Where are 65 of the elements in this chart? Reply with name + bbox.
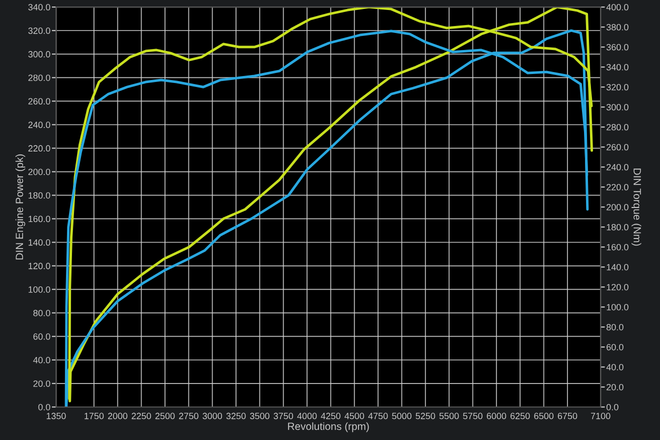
y2-tick-label: 220.0	[606, 184, 628, 190]
x-tick-label: 7100	[591, 412, 610, 420]
x-tick-label: 3000	[202, 412, 222, 420]
x-tick-label: 6250	[510, 412, 530, 420]
y-tick-label: 160.0	[28, 216, 50, 222]
y-tick-label: 300.0	[28, 51, 50, 58]
x-tick-label: 5000	[392, 412, 412, 420]
y2-tick-label: 340.0	[606, 64, 628, 70]
y-tick-label: 40.0	[33, 356, 50, 364]
x-tick-label: 3750	[274, 412, 294, 420]
x-tick-label: 5250	[416, 412, 436, 420]
y-tick-label: 260.0	[28, 98, 50, 105]
x-tick-label: 1350	[46, 412, 66, 420]
x-tick-label: 4250	[320, 412, 340, 420]
y2-tick-label: 60.0	[606, 344, 624, 350]
y-tick-label: 340.0	[28, 4, 50, 10]
y2-axis-title: DIN Torque (Nm)	[632, 168, 642, 246]
y-tick-label: 80.0	[33, 310, 50, 316]
y2-tick-label: 260.0	[606, 144, 628, 150]
y-tick-label: 180.0	[28, 192, 50, 199]
y2-tick-label: 300.0	[606, 104, 628, 110]
y2-tick-label: 280.0	[606, 124, 628, 130]
y2-tick-label: 240.0	[606, 164, 628, 170]
y-tick-label: 280.0	[28, 74, 50, 81]
y-tick-label: 220.0	[28, 145, 50, 152]
y2-tick-label: 20.0	[606, 384, 624, 390]
x-tick-label: 4000	[297, 412, 317, 420]
x-tick-label: 6000	[486, 412, 506, 420]
x-axis-title: Revolutions (rpm)	[288, 422, 369, 432]
x-tick-label: 4500	[344, 412, 364, 420]
y-tick-label: 60.0	[33, 333, 50, 340]
y-tick-label: 200.0	[28, 168, 50, 176]
y-tick-label: 140.0	[28, 239, 50, 246]
y-tick-label: 320.0	[28, 28, 50, 34]
y-tick-label: 120.0	[28, 262, 50, 270]
y2-tick-label: 40.0	[606, 364, 624, 370]
y-tick-label: 0.0	[38, 404, 50, 410]
x-tick-label: 5500	[439, 412, 459, 420]
x-tick-label: 2500	[155, 412, 175, 420]
y2-tick-label: 320.0	[606, 84, 628, 90]
y2-tick-label: 400.0	[606, 4, 628, 10]
y2-tick-label: 120.0	[606, 284, 628, 290]
y2-tick-label: 200.0	[606, 204, 628, 210]
y-tick-label: 240.0	[28, 122, 50, 128]
x-tick-label: 3500	[250, 412, 270, 420]
x-tick-label: 2000	[108, 412, 128, 420]
x-tick-label: 2750	[179, 412, 198, 420]
y2-tick-label: 80.0	[606, 324, 624, 330]
y2-tick-label: 140.0	[606, 264, 628, 270]
x-tick-label: 3250	[226, 412, 246, 420]
x-tick-label: 2250	[132, 412, 152, 420]
y-tick-label: 20.0	[33, 380, 50, 387]
y-tick-label: 100.0	[28, 286, 50, 293]
x-tick-label: 6500	[534, 412, 554, 420]
x-tick-label: 6750	[558, 412, 578, 420]
y2-tick-label: 100.0	[606, 304, 628, 310]
x-tick-label: 4750	[368, 412, 388, 420]
x-tick-label: 1750	[84, 412, 104, 420]
y-axis-title: DIN Engine Power (pk)	[15, 154, 26, 260]
y2-tick-label: 160.0	[606, 244, 628, 250]
y2-tick-label: 380.0	[606, 24, 628, 30]
y2-tick-label: 360.0	[606, 44, 628, 50]
y2-tick-label: 180.0	[606, 224, 628, 230]
x-tick-label: 5750	[463, 412, 482, 420]
y2-tick-label: 0.0	[606, 404, 618, 410]
